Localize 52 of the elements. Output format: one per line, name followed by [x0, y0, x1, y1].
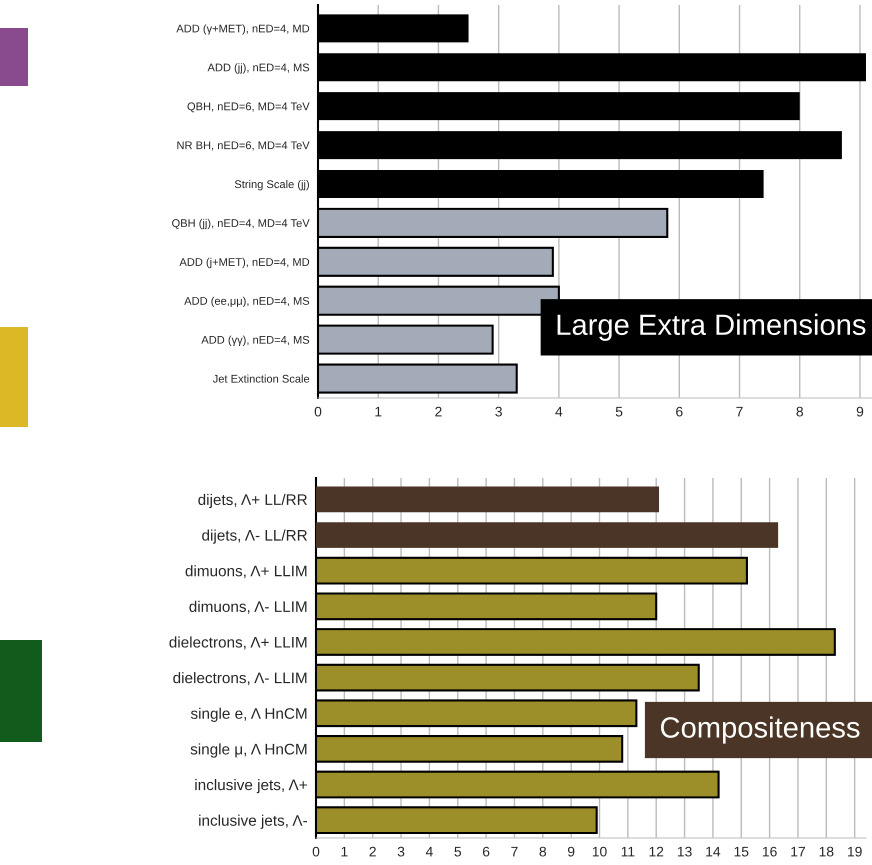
y-tick-label: QBH (jj), nED=4, MD=4 TeV [172, 218, 310, 230]
x-tick-label: 0 [314, 406, 322, 417]
y-tick-label: dijets, Λ+ LL/RR [198, 494, 307, 508]
x-tick-label: 2 [435, 406, 442, 416]
y-tick-label: inclusive jets, Λ+ [195, 779, 307, 794]
x-tick-label: 13 [678, 846, 692, 857]
y-tick-label: dielectrons, Λ+ LLIM [169, 636, 306, 650]
x-tick-label: 8 [540, 846, 546, 857]
x-tick-label: 14 [706, 846, 720, 856]
x-tick-label: 3 [398, 846, 404, 857]
annotation: Large Extra Dimensions [558, 314, 866, 341]
y-tick-label: ADD (γγ), nED=4, MS [201, 336, 310, 346]
y-tick-label: single e, Λ HnCM [190, 708, 306, 722]
x-tick-label: 5 [454, 846, 462, 857]
x-tick-label: 11 [622, 846, 634, 856]
y-tick-label: QBH, nED=6, MD=4 TeV [188, 102, 310, 112]
x-tick-label: 4 [555, 406, 562, 416]
x-tick-label: 4 [426, 846, 433, 856]
x-tick-label: 6 [676, 406, 683, 417]
x-tick-label: 6 [482, 846, 490, 857]
y-tick-label: dimuons, Λ+ LLIM [186, 565, 306, 578]
x-tick-label: 9 [856, 406, 864, 417]
x-tick-label: 10 [592, 846, 607, 857]
x-tick-label: 7 [736, 406, 743, 416]
y-tick-label: String Scale (jj) [234, 180, 309, 190]
y-tick-label: dielectrons, Λ- LLIM [173, 672, 306, 686]
y-tick-label: ADD (γ+MET), nED=4, MD [176, 24, 310, 35]
x-tick-label: 16 [762, 846, 777, 857]
y-tick-label: ADD (jj), nED=4, MS [208, 63, 310, 74]
x-tick-label: 3 [495, 406, 502, 417]
y-tick-label: single μ, Λ HnCM [190, 743, 306, 758]
x-tick-label: 2 [370, 846, 376, 856]
x-tick-label: 8 [796, 406, 803, 417]
x-tick-label: 7 [511, 846, 518, 856]
x-tick-label: 1 [342, 846, 348, 856]
x-tick-label: 12 [650, 846, 664, 856]
y-tick-label: ADD (j+MET), nED=4, MD [179, 258, 310, 268]
x-tick-label: 19 [848, 846, 862, 857]
y-tick-label: inclusive jets, Λ- [199, 814, 307, 829]
y-tick-label: dijets, Λ- LL/RR [202, 529, 307, 544]
y-tick-label: Jet Extinction Scale [212, 374, 310, 383]
x-tick-label: 15 [734, 846, 748, 857]
x-tick-label: 17 [791, 846, 805, 856]
annotation: Compositeness [660, 716, 860, 744]
x-tick-label: 18 [820, 846, 834, 857]
x-tick-label: 9 [568, 846, 574, 857]
x-tick-label: 0 [312, 846, 320, 857]
y-tick-label: ADD (ee,μμ), nED=4, MS [184, 296, 310, 308]
x-tick-label: 5 [616, 406, 622, 417]
y-tick-label: dimuons, Λ- LLIM [189, 600, 306, 614]
x-tick-label: 1 [375, 406, 382, 416]
y-tick-label: NR BH, nED=6, MD=4 TeV [177, 141, 310, 151]
